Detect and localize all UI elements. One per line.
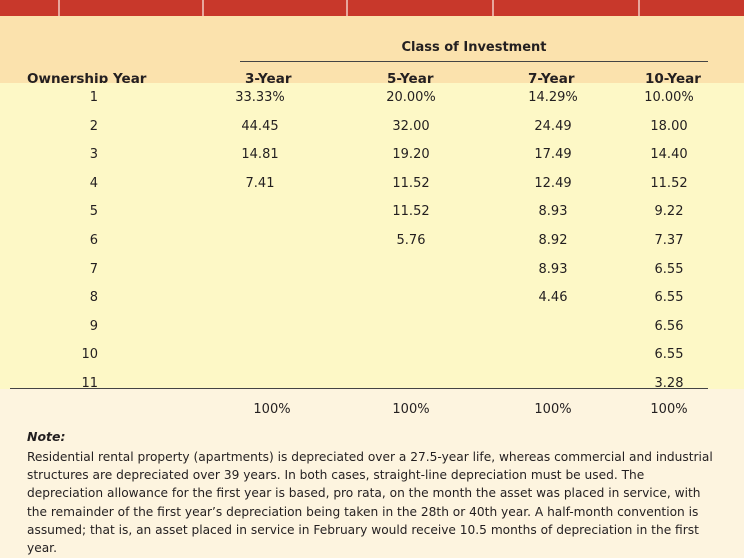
table-cell: 5.76 [396,233,426,248]
total-10-year: 100% [650,402,688,417]
table-cell: 8.92 [538,233,568,248]
row-year-label: 6 [89,233,98,248]
row-year-label: 1 [89,90,98,105]
table-cell: 19.20 [392,147,430,163]
table-cell: 8.93 [538,261,568,277]
note-text: Residential rental property (apartments)… [27,450,713,556]
row-year-label: 11 [81,376,98,391]
table-cell: 24.49 [534,118,572,134]
table-cell: 12.49 [534,175,572,191]
top-color-bar [0,0,744,16]
total-7-year: 100% [534,402,572,417]
table-cell: 6.55 [654,290,684,306]
table-cell: 11.52 [392,175,430,191]
table-cell: 17.49 [534,147,572,163]
table-cell: 11.52 [650,175,688,191]
table-cell: 4.46 [538,290,568,306]
row-year-label: 5 [89,204,98,220]
table-cell: 14.81 [241,147,279,163]
table-cell: 8.93 [538,204,568,220]
table-cell: 9.22 [654,204,684,220]
table-cell: 14.40 [650,147,688,163]
table-header: Class of Investment Ownership Year 3-Yea… [0,16,744,87]
table-cell: 7.37 [654,233,684,248]
total-5-year: 100% [392,402,430,417]
table-cell: 14.29% [528,90,578,105]
row-year-label: 9 [89,318,98,334]
table-cell: 6.55 [654,261,684,277]
table-cell: 20.00% [386,90,436,105]
totals-divider [10,388,708,389]
row-year-label: 10 [81,347,98,363]
table-cell: 32.00 [392,118,430,134]
table-cell: 18.00 [650,118,688,134]
table-cell: 6.56 [654,318,684,334]
table-cell: 7.41 [245,175,275,191]
total-3-year: 100% [253,402,291,417]
table-body [0,83,744,389]
table-cell: 33.33% [235,90,285,105]
row-year-label: 2 [89,118,98,134]
table-cell: 44.45 [241,118,279,134]
row-year-label: 4 [89,175,98,191]
table-cell: 3.28 [654,376,684,391]
table-cell: 6.55 [654,347,684,363]
table-cell: 11.52 [392,204,430,220]
table-cell: 10.00% [644,90,694,105]
note-heading: Note: [27,429,66,444]
header-divider [240,61,708,62]
row-year-label: 7 [89,261,98,277]
row-year-label: 8 [89,290,98,306]
class-of-investment-heading: Class of Investment [401,40,547,55]
row-year-label: 3 [89,147,98,163]
